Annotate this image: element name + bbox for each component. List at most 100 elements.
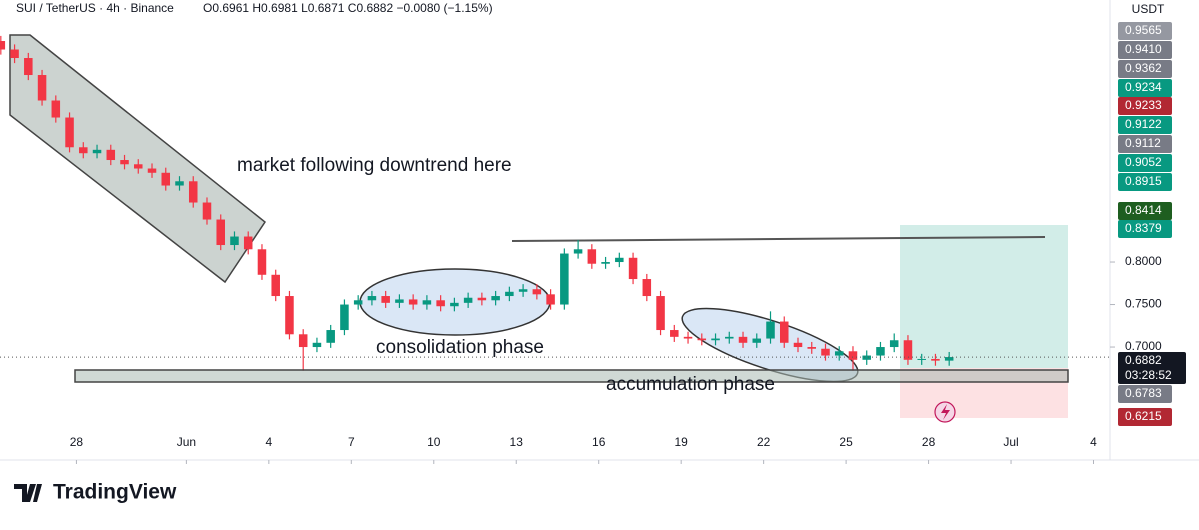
candle-body: [37, 75, 47, 101]
y-tick-label: 0.7500: [1125, 297, 1162, 311]
candle-body: [175, 181, 184, 186]
candle-body: [848, 351, 858, 360]
price-tag-label: 0.6783: [1125, 386, 1162, 400]
candle-body: [134, 164, 143, 169]
candle-body: [752, 338, 762, 343]
candle-body: [656, 296, 665, 331]
candle-body: [518, 289, 528, 292]
x-tick-label: 4: [265, 435, 272, 449]
candle-body: [161, 172, 171, 186]
candle-body: [601, 262, 610, 264]
candle-body: [587, 249, 597, 264]
candle-body: [834, 351, 844, 356]
candle-body: [889, 340, 899, 348]
countdown: 03:28:52: [1125, 368, 1172, 382]
candle-body: [573, 249, 583, 254]
price-tag: [1118, 202, 1172, 220]
price-tag-label: 0.6215: [1125, 409, 1162, 423]
candle-body: [615, 257, 624, 263]
price-tag-label: 0.8414: [1125, 203, 1162, 217]
candle-body: [683, 336, 693, 339]
price-tag-label: 0.9565: [1125, 23, 1162, 37]
annotation: accumulation phase: [606, 374, 775, 395]
price-tag: [1118, 408, 1172, 426]
ohlc-readout: O0.6961 H0.6981 L0.6871 C0.6882 −0.0080 …: [203, 1, 493, 15]
price-tag-label: 0.9052: [1125, 155, 1162, 169]
candle-body: [188, 181, 198, 203]
candle-body: [353, 300, 363, 305]
support-zone: [74, 369, 1069, 383]
candle-body: [243, 236, 253, 250]
candle-body: [917, 358, 926, 360]
target-zone: [900, 225, 1068, 368]
candle-body: [0, 41, 6, 50]
candle-body: [298, 334, 308, 348]
candle-body: [779, 321, 789, 343]
price-tag: [1118, 41, 1172, 59]
last-price-tag: [1118, 352, 1186, 384]
annotation: market following downtrend here: [237, 155, 512, 176]
candle-body: [257, 249, 267, 275]
x-tick-label: 16: [592, 435, 606, 449]
last-price-label: 0.6882: [1125, 353, 1162, 367]
annotation: consolidation phase: [376, 337, 544, 358]
x-tick-label: 7: [348, 435, 355, 449]
candle-body: [395, 299, 404, 303]
candle-body: [670, 330, 679, 337]
candle-body: [697, 338, 707, 341]
price-tag: [1118, 22, 1172, 40]
candle-body: [422, 300, 432, 305]
price-tag: [1118, 154, 1172, 172]
candle-body: [532, 289, 542, 295]
candle-body: [738, 336, 748, 343]
candle-body: [450, 302, 459, 307]
candle-body: [931, 358, 940, 361]
candle-body: [642, 279, 652, 297]
brand: TradingView: [53, 481, 177, 504]
candle-body: [326, 330, 335, 343]
logo: TradingView: [14, 481, 177, 504]
price-tag: [1118, 135, 1172, 153]
candle-body: [79, 147, 88, 154]
symbol: SUI / TetherUS · 4h · Binance: [16, 1, 174, 15]
price-tag-label: 0.9122: [1125, 117, 1162, 131]
price-tag: [1118, 173, 1172, 191]
currency: USDT: [1132, 2, 1165, 16]
candle-body: [202, 202, 212, 220]
y-tick-label: 0.7000: [1125, 339, 1162, 353]
price-tag: [1118, 60, 1172, 78]
candle-body: [628, 257, 638, 280]
candle-body: [381, 296, 390, 303]
price-tag-label: 0.9410: [1125, 42, 1162, 56]
x-tick-label: 22: [757, 435, 771, 449]
x-tick-label: 28: [70, 435, 84, 449]
x-tick-label: 4: [1090, 435, 1097, 449]
price-tag: [1118, 79, 1172, 97]
x-tick-label: Jul: [1003, 435, 1018, 449]
candle-body: [408, 299, 418, 305]
price-tag: [1118, 97, 1172, 115]
x-tick-label: 28: [922, 435, 936, 449]
candle-body: [312, 342, 322, 348]
price-tag: [1118, 220, 1172, 238]
price-tag-label: 0.9233: [1125, 98, 1162, 112]
price-tag-label: 0.8379: [1125, 221, 1162, 235]
x-tick-label: Jun: [177, 435, 196, 449]
price-tag-label: 0.9362: [1125, 61, 1162, 75]
candle-body: [340, 304, 349, 331]
candle-body: [821, 348, 830, 356]
candle-body: [807, 347, 817, 349]
candle-body: [367, 296, 377, 301]
y-tick-label: 0.8000: [1125, 254, 1162, 268]
resistance-line: [511, 236, 1046, 242]
candle-body: [766, 321, 775, 339]
price-tag-label: 0.9234: [1125, 80, 1162, 94]
candle-body: [862, 355, 871, 360]
candle-body: [944, 357, 954, 361]
candle-body: [491, 296, 500, 301]
candle-body: [463, 297, 473, 303]
candle-body: [147, 168, 157, 173]
x-tick-label: 25: [839, 435, 853, 449]
candle-body: [216, 219, 225, 246]
